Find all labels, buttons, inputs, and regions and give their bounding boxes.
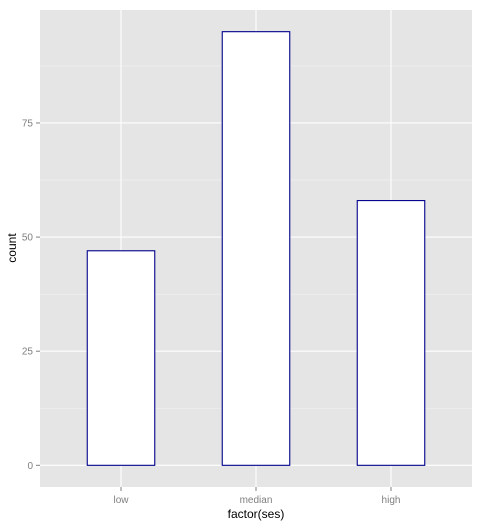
y-axis: 0 25 50 75 [22,118,40,472]
bars [86,31,426,466]
x-tick-label: high [382,495,401,506]
y-tick-label: 75 [22,118,34,129]
y-tick-label: 25 [22,347,34,358]
bar-low [86,250,156,466]
y-tick-label: 50 [22,233,34,244]
y-axis-title: count [5,233,19,263]
x-axis-title: factor(ses) [228,507,285,521]
x-axis: low median high [113,487,400,506]
y-tick-label: 0 [27,461,33,472]
bar-high [356,200,426,466]
bar-median [221,31,291,466]
x-tick-label: median [240,495,273,506]
x-tick-label: low [113,495,129,506]
